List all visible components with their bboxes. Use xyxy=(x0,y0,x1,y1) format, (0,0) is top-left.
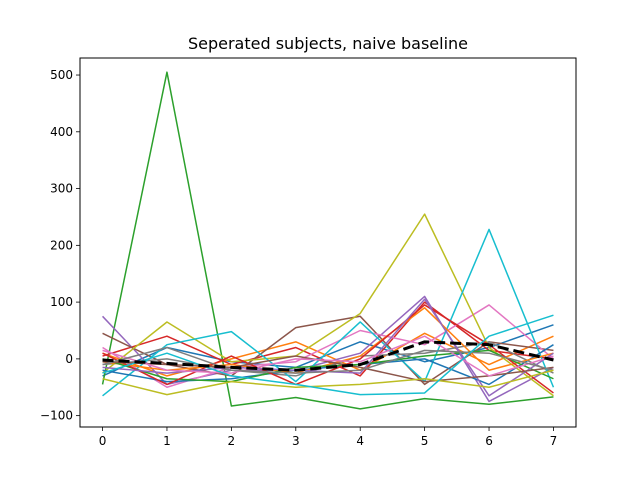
series-line-18 xyxy=(102,346,554,374)
y-tick-label: 300 xyxy=(50,182,73,196)
x-tick-label: 1 xyxy=(163,434,171,448)
plot-frame xyxy=(79,57,577,428)
series-line-baseline xyxy=(102,340,554,372)
series-line-19 xyxy=(102,369,554,396)
series-line-9 xyxy=(102,213,554,397)
series-line-7 xyxy=(102,304,554,389)
y-tick-label: −100 xyxy=(40,409,73,423)
x-tick-label: 7 xyxy=(550,434,558,448)
series-line-17 xyxy=(102,335,554,377)
y-tick-label: 400 xyxy=(50,125,73,139)
x-tick-label: 4 xyxy=(356,434,364,448)
x-tick-label: 2 xyxy=(228,434,236,448)
series-line-1 xyxy=(102,324,554,377)
x-tick-label: 3 xyxy=(292,434,300,448)
y-tick-label: 500 xyxy=(50,68,73,82)
y-tick-label: 0 xyxy=(65,352,73,366)
series-line-12 xyxy=(102,307,554,374)
series-line-10 xyxy=(102,228,555,397)
series-line-20 xyxy=(102,314,554,396)
series-line-3 xyxy=(101,71,554,410)
x-tick-label: 5 xyxy=(421,434,429,448)
axes-layer: 0 1 2 3 4 5 6 7 −100 0 100 200 300 400 500 xyxy=(40,68,557,448)
series-layer xyxy=(101,71,555,410)
chart-title: Seperated subjects, naive baseline xyxy=(188,34,468,53)
y-tick-label: 200 xyxy=(50,238,73,252)
series-line-6 xyxy=(102,315,554,386)
x-tick-label: 6 xyxy=(485,434,493,448)
x-tick-label: 0 xyxy=(99,434,107,448)
series-line-16 xyxy=(102,355,554,383)
y-tick-label: 100 xyxy=(50,295,73,309)
